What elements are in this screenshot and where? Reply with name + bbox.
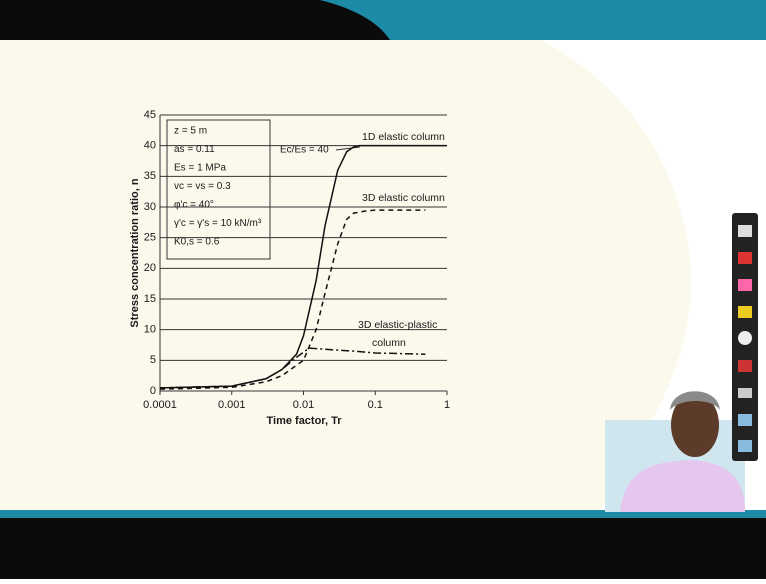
x-tick-label: 1 bbox=[444, 399, 450, 411]
parameter: as = 0.11 bbox=[174, 144, 215, 155]
y-tick-label: 15 bbox=[144, 293, 156, 305]
y-tick-label: 10 bbox=[144, 324, 156, 336]
toolbar bbox=[732, 213, 758, 461]
parameter: vc = vs = 0.3 bbox=[174, 181, 231, 192]
tool[interactable] bbox=[738, 440, 752, 452]
series-label: 3D elastic-plastic bbox=[358, 319, 437, 331]
modulus-ratio: Ec/Es = 40 bbox=[280, 145, 329, 156]
y-tick-label: 30 bbox=[144, 201, 156, 213]
x-tick-label: 0.0001 bbox=[143, 399, 177, 411]
parameter: z = 5 m bbox=[174, 126, 207, 137]
y-tick-label: 20 bbox=[144, 262, 156, 274]
y-tick-label: 45 bbox=[144, 109, 156, 121]
x-tick-label: 0.1 bbox=[368, 399, 383, 411]
tool[interactable] bbox=[738, 388, 752, 398]
top-accent bbox=[320, 0, 766, 40]
parameter: Es = 1 MPa bbox=[174, 163, 226, 174]
tool[interactable] bbox=[738, 225, 752, 237]
tool[interactable] bbox=[738, 279, 752, 291]
bottom-bar bbox=[0, 518, 766, 579]
y-axis-label: Stress concentration ratio, n bbox=[129, 178, 141, 327]
tool[interactable] bbox=[738, 306, 752, 318]
series-label: 1D elastic column bbox=[362, 131, 445, 143]
screenshot: Stress concentration ratio, n Time facto… bbox=[0, 0, 766, 579]
tool[interactable] bbox=[738, 252, 752, 264]
x-axis-label: Time factor, Tr bbox=[267, 415, 343, 427]
y-tick-label: 5 bbox=[150, 354, 156, 366]
parameter: φ'c = 40° bbox=[174, 200, 214, 211]
parameter: K0,s = 0.6 bbox=[174, 237, 220, 248]
x-tick-label: 0.01 bbox=[293, 399, 314, 411]
y-tick-label: 40 bbox=[144, 140, 156, 152]
y-tick-label: 25 bbox=[144, 232, 156, 244]
y-tick-label: 0 bbox=[150, 385, 156, 397]
tool[interactable] bbox=[738, 331, 752, 345]
page: {"chart_data": {"type": "line", "y_label… bbox=[0, 0, 766, 579]
series-label: 3D elastic column bbox=[362, 192, 445, 204]
series-label: column bbox=[372, 337, 406, 349]
tool[interactable] bbox=[738, 414, 752, 426]
tool[interactable] bbox=[738, 360, 752, 372]
parameter: γ'c = γ's = 10 kN/m³ bbox=[174, 218, 262, 229]
y-tick-label: 35 bbox=[144, 170, 156, 182]
x-tick-label: 0.001 bbox=[218, 399, 246, 411]
